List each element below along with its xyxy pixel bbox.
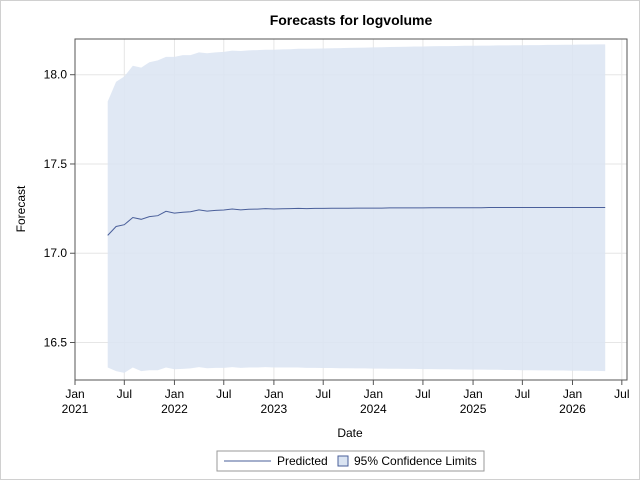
- x-tick-label: Jan: [563, 387, 582, 401]
- x-tick-label: Jul: [117, 387, 132, 401]
- chart-title: Forecasts for logvolume: [270, 12, 433, 28]
- confidence-band: [107, 44, 606, 373]
- legend-predicted-label: Predicted: [277, 454, 328, 468]
- y-tick-label: 17.0: [44, 246, 68, 260]
- x-tick-year-label: 2026: [559, 402, 586, 416]
- y-tick-label: 18.0: [44, 68, 68, 82]
- x-tick-year-label: 2023: [261, 402, 288, 416]
- legend-box: [216, 450, 485, 472]
- x-tick-label: Jul: [415, 387, 430, 401]
- x-axis-label: Date: [337, 426, 363, 440]
- ci-legend-swatch: [337, 455, 349, 467]
- y-tick-label: 17.5: [44, 157, 68, 171]
- x-tick-label: Jan: [264, 387, 283, 401]
- legend: Predicted 95% Confidence Limits: [216, 450, 485, 472]
- x-tick-year-label: 2022: [161, 402, 188, 416]
- x-tick-label: Jul: [515, 387, 530, 401]
- y-tick-label: 16.5: [44, 336, 68, 350]
- x-tick-label: Jul: [614, 387, 629, 401]
- x-tick-year-label: 2021: [62, 402, 89, 416]
- x-tick-label: Jul: [316, 387, 331, 401]
- x-tick-label: Jan: [364, 387, 383, 401]
- x-tick-year-label: 2024: [360, 402, 387, 416]
- x-tick-label: Jan: [165, 387, 184, 401]
- predicted-line: [107, 207, 606, 236]
- confidence-band-area: [107, 44, 606, 373]
- y-axis-label: Forecast: [14, 185, 28, 232]
- x-tick-label: Jan: [463, 387, 482, 401]
- x-tick-label: Jan: [65, 387, 84, 401]
- x-tick-label: Jul: [216, 387, 231, 401]
- x-tick-year-label: 2025: [460, 402, 487, 416]
- legend-ci-label: 95% Confidence Limits: [354, 454, 477, 468]
- plot-area: [74, 38, 628, 381]
- predicted-series-line: [107, 207, 606, 236]
- y-axis: 16.5 17.0 17.5 18.0: [44, 68, 75, 350]
